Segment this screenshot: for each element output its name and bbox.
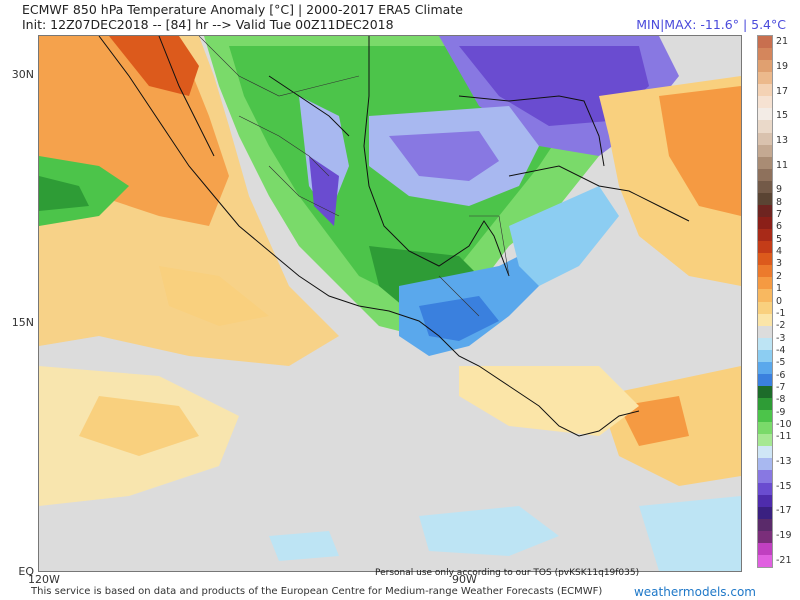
colorbar-label: 19 [776, 60, 789, 72]
colorbar-segment [758, 192, 772, 206]
colorbar-label: -19 [776, 530, 792, 542]
init-valid-line: Init: 12Z07DEC2018 -- [84] hr --> Valid … [22, 17, 394, 32]
colorbar-label: -3 [776, 332, 786, 344]
colorbar-segment [758, 217, 772, 230]
colorbar-segment [758, 506, 772, 520]
colorbar-segment [758, 446, 772, 459]
colorbar-segment [758, 458, 772, 471]
colorbar-label: 6 [776, 221, 783, 233]
colorbar-label: -17 [776, 505, 792, 517]
colorbar-label: -8 [776, 394, 786, 406]
colorbar-segment [758, 518, 772, 532]
colorbar-label: 9 [776, 184, 783, 196]
colorbar-label: 11 [776, 159, 789, 171]
colorbar-segment [758, 373, 772, 387]
colorbar-segment [758, 84, 772, 97]
lat-label-15n: 15N [11, 316, 34, 329]
colorbar-label: 7 [776, 209, 783, 221]
colorbar-segment [758, 530, 772, 544]
colorbar-segment [758, 325, 772, 339]
brand-link[interactable]: weathermodels.com [633, 585, 756, 599]
colorbar-label: 0 [776, 295, 783, 307]
colorbar-label: 2 [776, 270, 783, 282]
colorbar-label: -9 [776, 406, 786, 418]
colorbar-segment [758, 434, 772, 447]
colorbar-label: 5 [776, 233, 783, 245]
colorbar-segment [758, 144, 772, 158]
colorbar-label: -11 [776, 431, 792, 443]
colorbar-segment [758, 482, 772, 496]
colorbar-segment [758, 36, 772, 49]
colorbar-segment [758, 385, 772, 399]
colorbar-label: 1 [776, 283, 783, 295]
colorbar-segment [758, 289, 772, 302]
footer-notice: This service is based on data and produc… [31, 586, 603, 597]
colorbar-label: -10 [776, 418, 792, 430]
colorbar-label: -2 [776, 320, 786, 332]
colorbar-label: -21 [776, 554, 792, 566]
tos-notice: Personal use only according to our TOS (… [375, 568, 640, 578]
colorbar-segment [758, 337, 772, 351]
colorbar-segment [758, 108, 772, 121]
colorbar-segment [758, 120, 772, 134]
colorbar-segment [758, 265, 772, 278]
colorbar-segment [758, 470, 772, 484]
colorbar [757, 35, 773, 568]
colorbar-segment [758, 180, 772, 194]
colorbar-segment [758, 410, 772, 423]
colorbar-label: 21 [776, 36, 789, 48]
colorbar-segment [758, 494, 772, 508]
colorbar-label: -7 [776, 381, 786, 393]
colorbar-segment [758, 361, 772, 375]
colorbar-segment [758, 349, 772, 363]
colorbar-segment [758, 301, 772, 315]
colorbar-segment [758, 132, 772, 146]
colorbar-label: -5 [776, 357, 786, 369]
colorbar-segment [758, 554, 772, 568]
colorbar-segment [758, 204, 772, 218]
colorbar-segment [758, 156, 772, 170]
colorbar-segment [758, 48, 772, 61]
lat-label-eq: EQ [18, 565, 34, 578]
colorbar-label: 4 [776, 246, 783, 258]
colorbar-segment [758, 542, 772, 556]
colorbar-label: 3 [776, 258, 783, 270]
colorbar-label: 8 [776, 196, 783, 208]
colorbar-segment [758, 168, 772, 182]
colorbar-segment [758, 277, 772, 290]
colorbar-segment [758, 60, 772, 73]
colorbar-label: -13 [776, 456, 792, 468]
colorbar-label: -1 [776, 307, 786, 319]
min-max-readout: MIN|MAX: -11.6° | 5.4°C [636, 17, 786, 32]
lon-label-120w: 120W [28, 573, 60, 586]
colorbar-segment [758, 241, 772, 254]
colorbar-label: -6 [776, 369, 786, 381]
colorbar-label: -15 [776, 480, 792, 492]
lat-label-30n: 30N [11, 68, 34, 81]
colorbar-segment [758, 229, 772, 242]
colorbar-segment [758, 96, 772, 109]
lon-label-90w: 90W [452, 573, 477, 586]
colorbar-segment [758, 422, 772, 435]
colorbar-label: -4 [776, 344, 786, 356]
colorbar-segment [758, 398, 772, 411]
colorbar-segment [758, 72, 772, 85]
chart-title: ECMWF 850 hPa Temperature Anomaly [°C] |… [22, 2, 463, 17]
colorbar-label: 13 [776, 134, 789, 146]
colorbar-label: 17 [776, 85, 789, 97]
colorbar-segment [758, 253, 772, 266]
colorbar-label: 15 [776, 110, 789, 122]
anomaly-map [38, 35, 742, 572]
colorbar-segment [758, 313, 772, 327]
